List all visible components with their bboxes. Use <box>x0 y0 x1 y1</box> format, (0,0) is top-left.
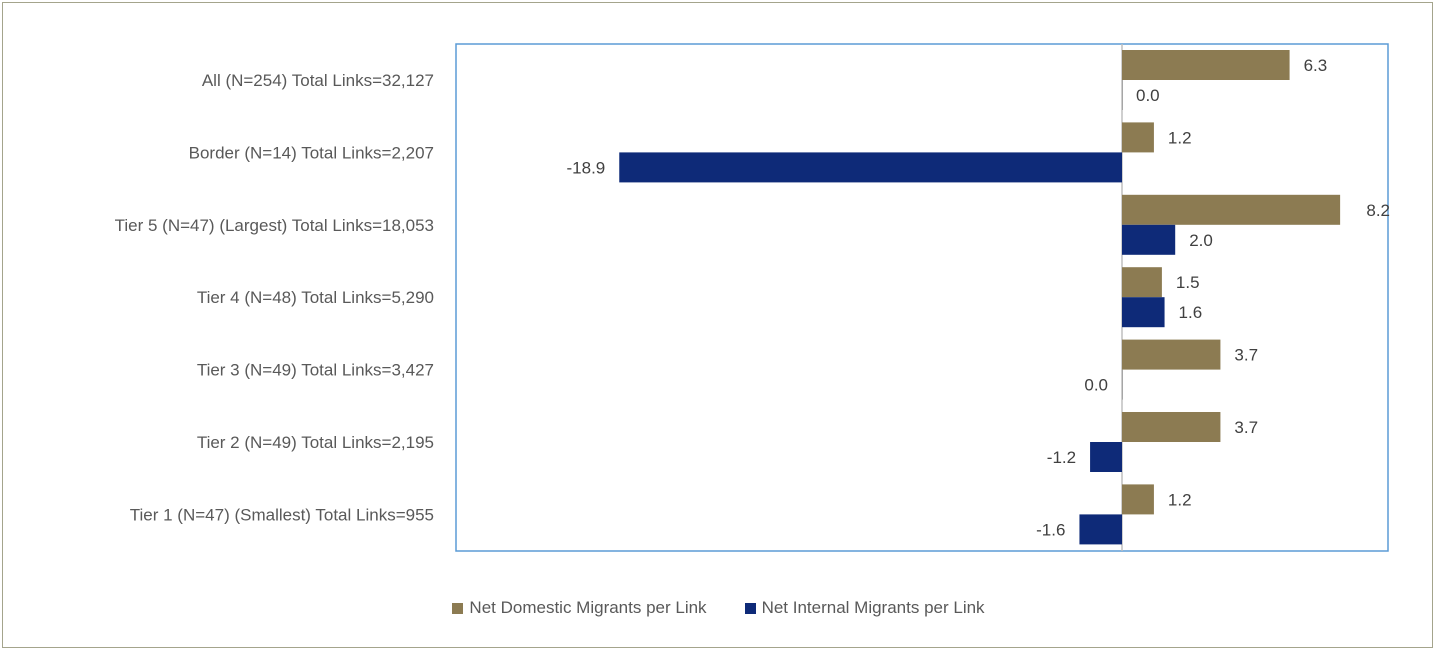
bar-internal <box>1122 297 1165 328</box>
value-labels: 6.3 0.0 1.2 -18.9 8.2 2.0 1.5 1.6 3.7 0.0 3.7 -1.2 1… <box>567 56 1390 539</box>
data-label: 0.0 <box>1084 376 1108 395</box>
data-label: 8.2 <box>1366 201 1390 220</box>
category-labels: All (N=254) Total Links=32,127 Border (N=… <box>115 71 434 524</box>
data-label: 1.6 <box>1179 303 1203 322</box>
data-label: -1.6 <box>1036 520 1065 539</box>
data-label: 0.0 <box>1136 86 1160 105</box>
category-label: Tier 5 (N=47) (Largest) Total Links=18,0… <box>115 216 434 235</box>
plot-area <box>455 43 1389 552</box>
data-label: 3.7 <box>1234 418 1258 437</box>
data-label: -18.9 <box>567 158 606 177</box>
category-label: Tier 3 (N=49) Total Links=3,427 <box>197 361 434 380</box>
category-label: Tier 4 (N=48) Total Links=5,290 <box>197 288 434 307</box>
data-label: -1.2 <box>1047 448 1076 467</box>
bar-domestic <box>1122 122 1154 153</box>
bar-domestic <box>1122 194 1341 225</box>
data-label: 3.7 <box>1234 346 1258 365</box>
legend: Net Domestic Migrants per Link Net Inter… <box>0 598 1437 618</box>
bar-domestic <box>1122 484 1154 515</box>
legend-label-domestic: Net Domestic Migrants per Link <box>469 598 707 617</box>
bar-internal <box>1122 369 1123 400</box>
legend-swatch-domestic <box>452 602 464 614</box>
legend-swatch-internal <box>744 602 756 614</box>
bar-domestic <box>1122 50 1290 80</box>
legend-label-internal: Net Internal Migrants per Link <box>761 598 985 617</box>
data-label: 2.0 <box>1189 231 1213 250</box>
data-label: 1.5 <box>1176 273 1200 292</box>
bar-domestic <box>1122 339 1221 370</box>
bar-internal <box>1079 514 1122 545</box>
category-label: Tier 1 (N=47) (Smallest) Total Links=955 <box>130 505 434 524</box>
legend-item-internal: Net Internal Migrants per Link <box>744 598 985 618</box>
bar-internal <box>1090 442 1122 472</box>
category-label: Border (N=14) Total Links=2,207 <box>189 143 434 162</box>
bar-internal <box>1122 80 1123 110</box>
bar-internal <box>1122 224 1176 255</box>
category-label: Tier 2 (N=49) Total Links=2,195 <box>197 433 434 452</box>
category-label: All (N=254) Total Links=32,127 <box>202 71 434 90</box>
bar-domestic <box>1122 267 1162 298</box>
data-label: 1.2 <box>1168 128 1192 147</box>
data-label: 1.2 <box>1168 490 1192 509</box>
bars-group <box>619 50 1341 545</box>
data-label: 6.3 <box>1304 56 1328 75</box>
bar-domestic <box>1122 412 1221 442</box>
legend-item-domestic: Net Domestic Migrants per Link <box>452 598 707 618</box>
bar-internal <box>619 152 1122 183</box>
